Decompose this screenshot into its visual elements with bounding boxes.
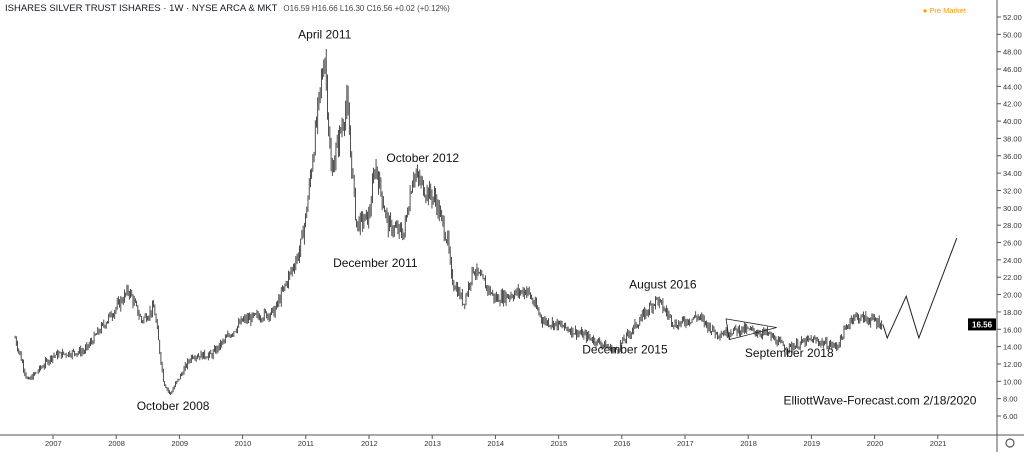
y-tick-label: 8.00	[1003, 395, 1018, 404]
x-tick-label: 2010	[235, 439, 252, 448]
x-tick-label: 2018	[740, 439, 757, 448]
x-tick-label: 2012	[361, 439, 378, 448]
watermark-label: ElliottWave-Forecast.com 2/18/2020	[784, 394, 977, 408]
last-price-label: 16.56	[972, 320, 993, 329]
projection-path	[882, 238, 958, 340]
x-tick-label: 2020	[867, 439, 884, 448]
y-tick-label: 10.00	[1003, 377, 1022, 386]
settings-gear-icon[interactable]	[1005, 438, 1015, 448]
ohlc-readout: O16.59 H16.66 L16.30 C16.56 +0.02 (+0.12…	[283, 4, 450, 13]
x-tick-label: 2017	[677, 439, 694, 448]
symbol-header: ISHARES SILVER TRUST ISHARES · 1W · NYSE…	[5, 3, 450, 14]
symbol-title: ISHARES SILVER TRUST ISHARES · 1W · NYSE…	[5, 3, 278, 14]
x-tick-label: 2015	[551, 439, 568, 448]
y-tick-label: 44.00	[1003, 82, 1022, 91]
pre-market-label: ● Pre Market	[922, 6, 966, 15]
x-tick-label: 2007	[45, 439, 62, 448]
x-tick-label: 2016	[614, 439, 631, 448]
y-tick-label: 48.00	[1003, 48, 1022, 57]
x-tick-label: 2011	[298, 439, 314, 448]
x-tick-label: 2014	[487, 439, 504, 448]
x-tick-label: 2021	[930, 439, 947, 448]
y-tick-label: 20.00	[1003, 291, 1022, 300]
y-tick-label: 38.00	[1003, 134, 1022, 143]
y-tick-label: 14.00	[1003, 343, 1022, 352]
y-tick-label: 18.00	[1003, 308, 1022, 317]
annotation-label: October 2008	[137, 399, 210, 413]
last-price-badge	[968, 318, 996, 331]
y-tick-label: 46.00	[1003, 65, 1022, 74]
y-tick-label: 26.00	[1003, 239, 1022, 248]
annotation-label: December 2015	[582, 343, 668, 357]
annotation-label: August 2016	[629, 277, 697, 291]
y-tick-label: 12.00	[1003, 360, 1022, 369]
triangle-pattern	[725, 318, 777, 341]
y-tick-label: 32.00	[1003, 186, 1022, 195]
annotation-label: September 2018	[745, 346, 834, 360]
annotation-label: October 2012	[386, 151, 459, 165]
x-tick-label: 2008	[108, 439, 125, 448]
y-tick-label: 40.00	[1003, 117, 1022, 126]
x-tick-label: 2019	[803, 439, 820, 448]
y-tick-label: 16.00	[1003, 325, 1022, 334]
annotation-label: December 2011	[333, 256, 418, 270]
y-tick-label: 24.00	[1003, 256, 1022, 265]
y-tick-label: 28.00	[1003, 221, 1022, 230]
y-tick-label: 52.00	[1003, 13, 1022, 22]
y-tick-label: 30.00	[1003, 204, 1022, 213]
y-tick-label: 22.00	[1003, 273, 1022, 282]
y-tick-label: 50.00	[1003, 30, 1022, 39]
x-tick-label: 2009	[171, 439, 188, 448]
x-tick-label: 2013	[424, 439, 441, 448]
y-tick-label: 6.00	[1003, 412, 1018, 421]
y-tick-label: 42.00	[1003, 100, 1022, 109]
y-tick-label: 34.00	[1003, 169, 1022, 178]
y-tick-label: 36.00	[1003, 152, 1022, 161]
annotation-label: April 2011	[298, 28, 351, 42]
